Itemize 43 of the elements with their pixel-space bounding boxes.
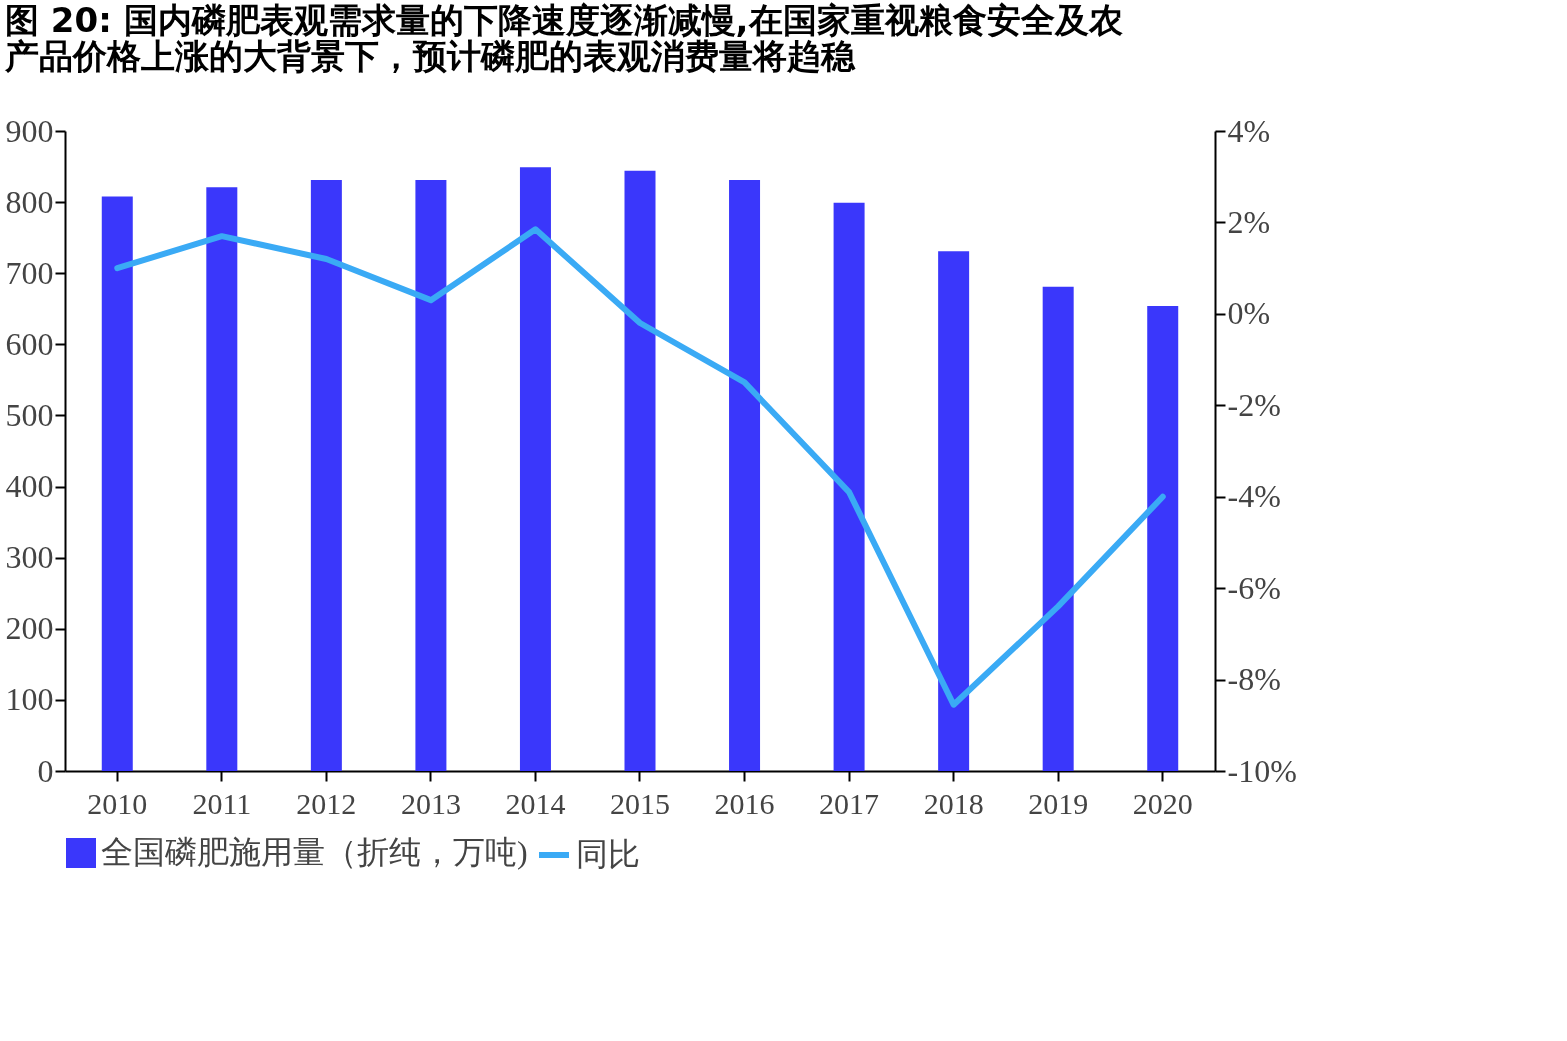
y-tick-label: 600 bbox=[5, 325, 54, 362]
y-tick-label: 900 bbox=[5, 112, 54, 149]
y-tick-label: 800 bbox=[5, 183, 54, 220]
bar bbox=[310, 180, 342, 771]
bar bbox=[101, 196, 133, 771]
y-tick-label: 400 bbox=[5, 468, 54, 505]
legend-label: 全国磷肥施用量（折纯，万吨) bbox=[101, 834, 528, 870]
x-tick-label: 2011 bbox=[192, 786, 252, 820]
legend-label: 同比 bbox=[576, 836, 640, 872]
y2-tick-label: -2% bbox=[1227, 386, 1281, 423]
bar bbox=[519, 167, 551, 771]
y2-tick-label: -8% bbox=[1227, 661, 1281, 698]
y-tick-label: 700 bbox=[5, 254, 54, 291]
x-tick-label: 2012 bbox=[296, 786, 357, 820]
bar bbox=[624, 170, 656, 771]
y-tick-label: 300 bbox=[5, 539, 54, 576]
y2-tick-label: 0% bbox=[1227, 295, 1271, 332]
bar bbox=[938, 251, 970, 771]
x-tick-label: 2020 bbox=[1132, 786, 1193, 820]
y-tick-label: 0 bbox=[37, 752, 54, 789]
y2-tick-label: -6% bbox=[1227, 569, 1281, 606]
x-tick-label: 2014 bbox=[505, 786, 566, 820]
bar bbox=[415, 180, 447, 771]
x-tick-label: 2019 bbox=[1028, 786, 1089, 820]
y-tick-label: 200 bbox=[5, 610, 54, 647]
y2-tick-label: 4% bbox=[1227, 112, 1271, 149]
bar bbox=[833, 202, 865, 771]
x-tick-label: 2018 bbox=[923, 786, 984, 820]
bar bbox=[1042, 286, 1074, 771]
bar bbox=[1147, 305, 1179, 771]
x-tick-label: 2015 bbox=[610, 786, 670, 820]
chart-title: 图 20: 国内磷肥表观需求量的下降速度逐渐减慢,在国家重视粮食安全及农产品价格上涨的大背景下，预计磷肥的表观消费量将趋稳 bbox=[4, 0, 1123, 76]
bar bbox=[729, 180, 761, 771]
y2-tick-label: -10% bbox=[1227, 752, 1297, 789]
x-tick-label: 2013 bbox=[400, 786, 461, 820]
x-tick-label: 2016 bbox=[714, 786, 775, 820]
y2-tick-label: -4% bbox=[1227, 478, 1281, 515]
y-tick-label: 100 bbox=[5, 681, 54, 718]
bar bbox=[206, 187, 238, 771]
x-tick-label: 2017 bbox=[819, 786, 880, 820]
y-tick-label: 500 bbox=[5, 396, 54, 433]
y2-tick-label: 2% bbox=[1227, 203, 1271, 240]
x-tick-label: 2010 bbox=[87, 786, 148, 820]
